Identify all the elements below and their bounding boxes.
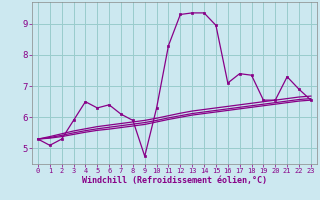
X-axis label: Windchill (Refroidissement éolien,°C): Windchill (Refroidissement éolien,°C) xyxy=(82,176,267,185)
